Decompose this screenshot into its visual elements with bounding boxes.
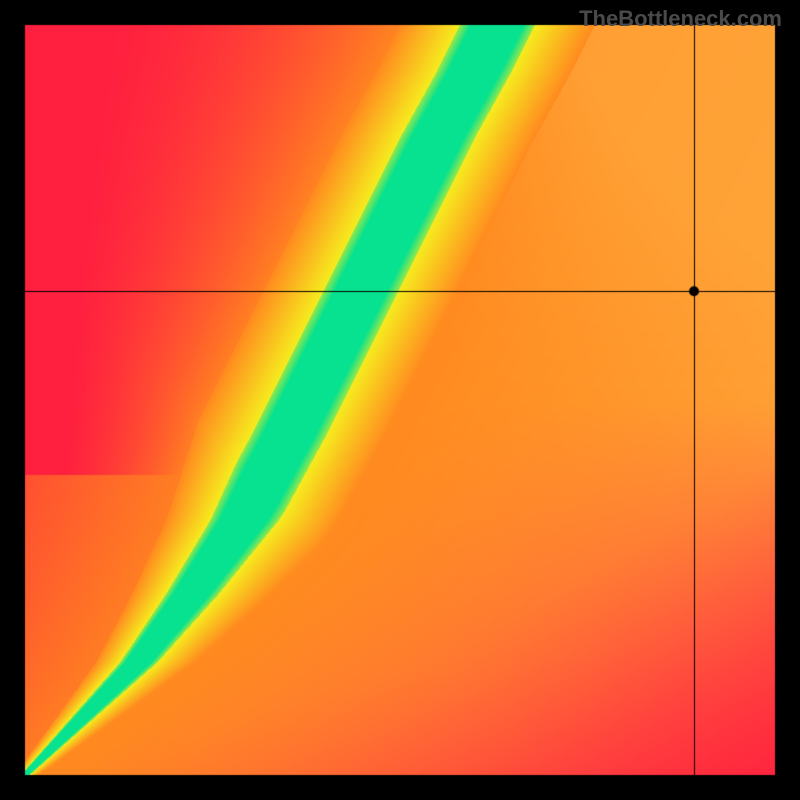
bottleneck-heatmap bbox=[0, 0, 800, 800]
source-watermark: TheBottleneck.com bbox=[579, 6, 782, 32]
